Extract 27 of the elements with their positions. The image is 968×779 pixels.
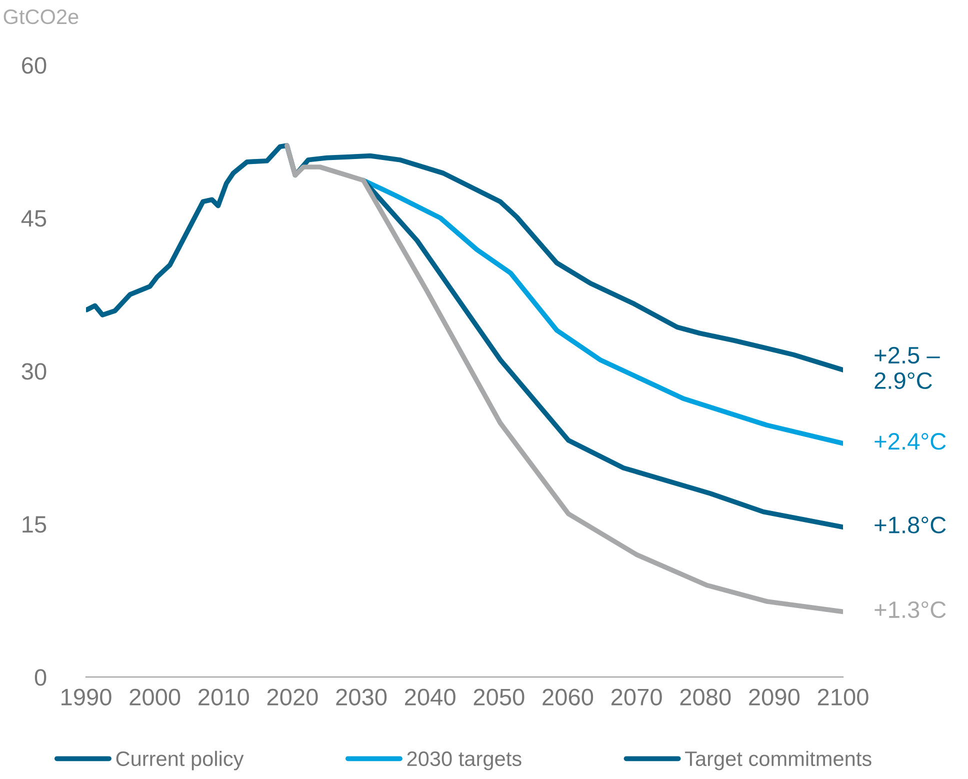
x-tick-label: 2090 xyxy=(749,688,800,706)
x-tick-label: 2070 xyxy=(611,688,662,706)
legend-label: Current policy xyxy=(116,750,244,770)
x-tick-label: 1990 xyxy=(62,688,112,706)
text: +1.8°C xyxy=(874,516,946,534)
line-series xyxy=(86,143,843,372)
text: +2.5 – 2.9°C xyxy=(874,346,940,390)
x-tick-label: 2030 xyxy=(336,688,387,706)
text: +2.4°C xyxy=(874,433,946,450)
x-tick-label: 2000 xyxy=(130,688,180,706)
x-tick-label: 2100 xyxy=(818,688,868,706)
y-tick-label: 45 xyxy=(21,210,46,227)
legend-label: 2030 targets xyxy=(407,751,522,770)
y-axis-title: GtCO2e xyxy=(4,9,78,24)
x-tick-label: 2080 xyxy=(680,688,731,706)
x-tick-label: 2010 xyxy=(198,688,249,706)
x-tick-label: 2060 xyxy=(542,688,594,706)
text: +1.3°C xyxy=(874,601,946,618)
line-series xyxy=(284,143,843,614)
y-tick-label: 30 xyxy=(22,363,46,380)
x-tick-label: 2050 xyxy=(474,688,524,706)
y-tick-label: 0 xyxy=(34,669,46,686)
x-tick-label: 2020 xyxy=(267,688,318,706)
x-tick-label: 2040 xyxy=(405,688,456,706)
y-tick-label: 15 xyxy=(22,516,46,533)
legend-label: Target commitments xyxy=(685,750,872,770)
y-tick-label: 60 xyxy=(22,57,46,74)
